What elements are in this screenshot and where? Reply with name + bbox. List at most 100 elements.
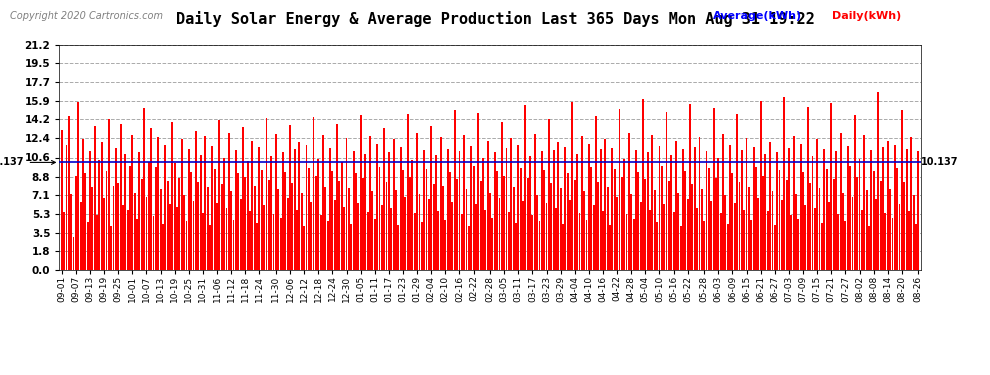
Bar (682, 149, 684, 270)
Bar (877, 92, 879, 270)
Bar (265, 118, 267, 270)
Bar (590, 167, 592, 270)
Bar (699, 137, 701, 270)
Bar (814, 209, 816, 270)
Bar (529, 156, 531, 270)
Bar (771, 192, 773, 270)
Bar (426, 169, 428, 270)
Bar (428, 199, 430, 270)
Bar (339, 181, 341, 270)
Bar (204, 136, 206, 270)
Bar (612, 148, 614, 270)
Bar (423, 150, 425, 270)
Bar (359, 115, 361, 270)
Bar (221, 184, 223, 270)
Bar (134, 192, 136, 270)
Bar (706, 151, 708, 270)
Bar (185, 221, 187, 270)
Bar (155, 167, 156, 270)
Bar (91, 187, 93, 270)
Bar (809, 183, 811, 270)
Bar (72, 237, 74, 270)
Bar (701, 189, 703, 270)
Bar (282, 152, 284, 270)
Bar (329, 148, 331, 270)
Bar (388, 152, 390, 270)
Bar (739, 182, 741, 270)
Bar (178, 178, 180, 270)
Bar (918, 151, 920, 270)
Bar (826, 169, 828, 270)
Bar (231, 192, 232, 270)
Bar (480, 181, 481, 270)
Bar (219, 120, 221, 270)
Bar (783, 97, 785, 270)
Bar (70, 194, 72, 270)
Bar (518, 145, 519, 270)
Bar (734, 203, 736, 270)
Bar (470, 146, 472, 270)
Bar (880, 181, 882, 270)
Bar (308, 168, 310, 270)
Text: Daily Solar Energy & Average Production Last 365 Days Mon Aug 31 19:22: Daily Solar Energy & Average Production … (175, 11, 815, 27)
Bar (77, 102, 79, 270)
Bar (788, 148, 790, 270)
Bar (559, 188, 561, 270)
Bar (63, 211, 65, 270)
Bar (68, 116, 69, 270)
Bar (440, 137, 442, 270)
Bar (144, 108, 146, 270)
Bar (106, 171, 107, 270)
Bar (435, 155, 437, 270)
Bar (374, 219, 375, 270)
Bar (299, 142, 300, 270)
Bar (708, 168, 710, 270)
Bar (287, 198, 289, 270)
Bar (802, 172, 804, 270)
Text: 10.137: 10.137 (921, 158, 958, 167)
Bar (400, 147, 402, 270)
Bar (451, 202, 453, 270)
Bar (346, 138, 347, 270)
Bar (150, 128, 152, 270)
Bar (762, 176, 764, 270)
Bar (503, 176, 505, 270)
Bar (216, 203, 218, 270)
Bar (668, 181, 670, 270)
Bar (658, 146, 660, 270)
Bar (404, 197, 406, 270)
Bar (306, 145, 308, 270)
Bar (113, 186, 115, 270)
Bar (727, 224, 729, 270)
Bar (602, 211, 604, 270)
Bar (597, 182, 599, 270)
Bar (84, 173, 86, 270)
Bar (277, 189, 279, 270)
Bar (251, 141, 253, 270)
Bar (557, 142, 559, 270)
Bar (371, 192, 373, 270)
Bar (279, 218, 281, 270)
Text: Average(kWh): Average(kWh) (713, 11, 802, 21)
Bar (369, 136, 371, 270)
Bar (337, 123, 338, 270)
Bar (793, 136, 795, 270)
Bar (108, 119, 110, 270)
Bar (522, 201, 524, 270)
Bar (800, 144, 802, 270)
Bar (247, 160, 248, 270)
Bar (487, 141, 489, 270)
Bar (842, 192, 844, 270)
Bar (906, 149, 908, 270)
Bar (593, 205, 595, 270)
Bar (456, 179, 458, 270)
Bar (174, 163, 175, 270)
Bar (461, 214, 462, 270)
Bar (310, 202, 312, 270)
Bar (366, 211, 368, 270)
Bar (510, 138, 512, 270)
Bar (865, 190, 867, 270)
Bar (718, 158, 720, 270)
Bar (684, 171, 686, 270)
Bar (915, 224, 917, 270)
